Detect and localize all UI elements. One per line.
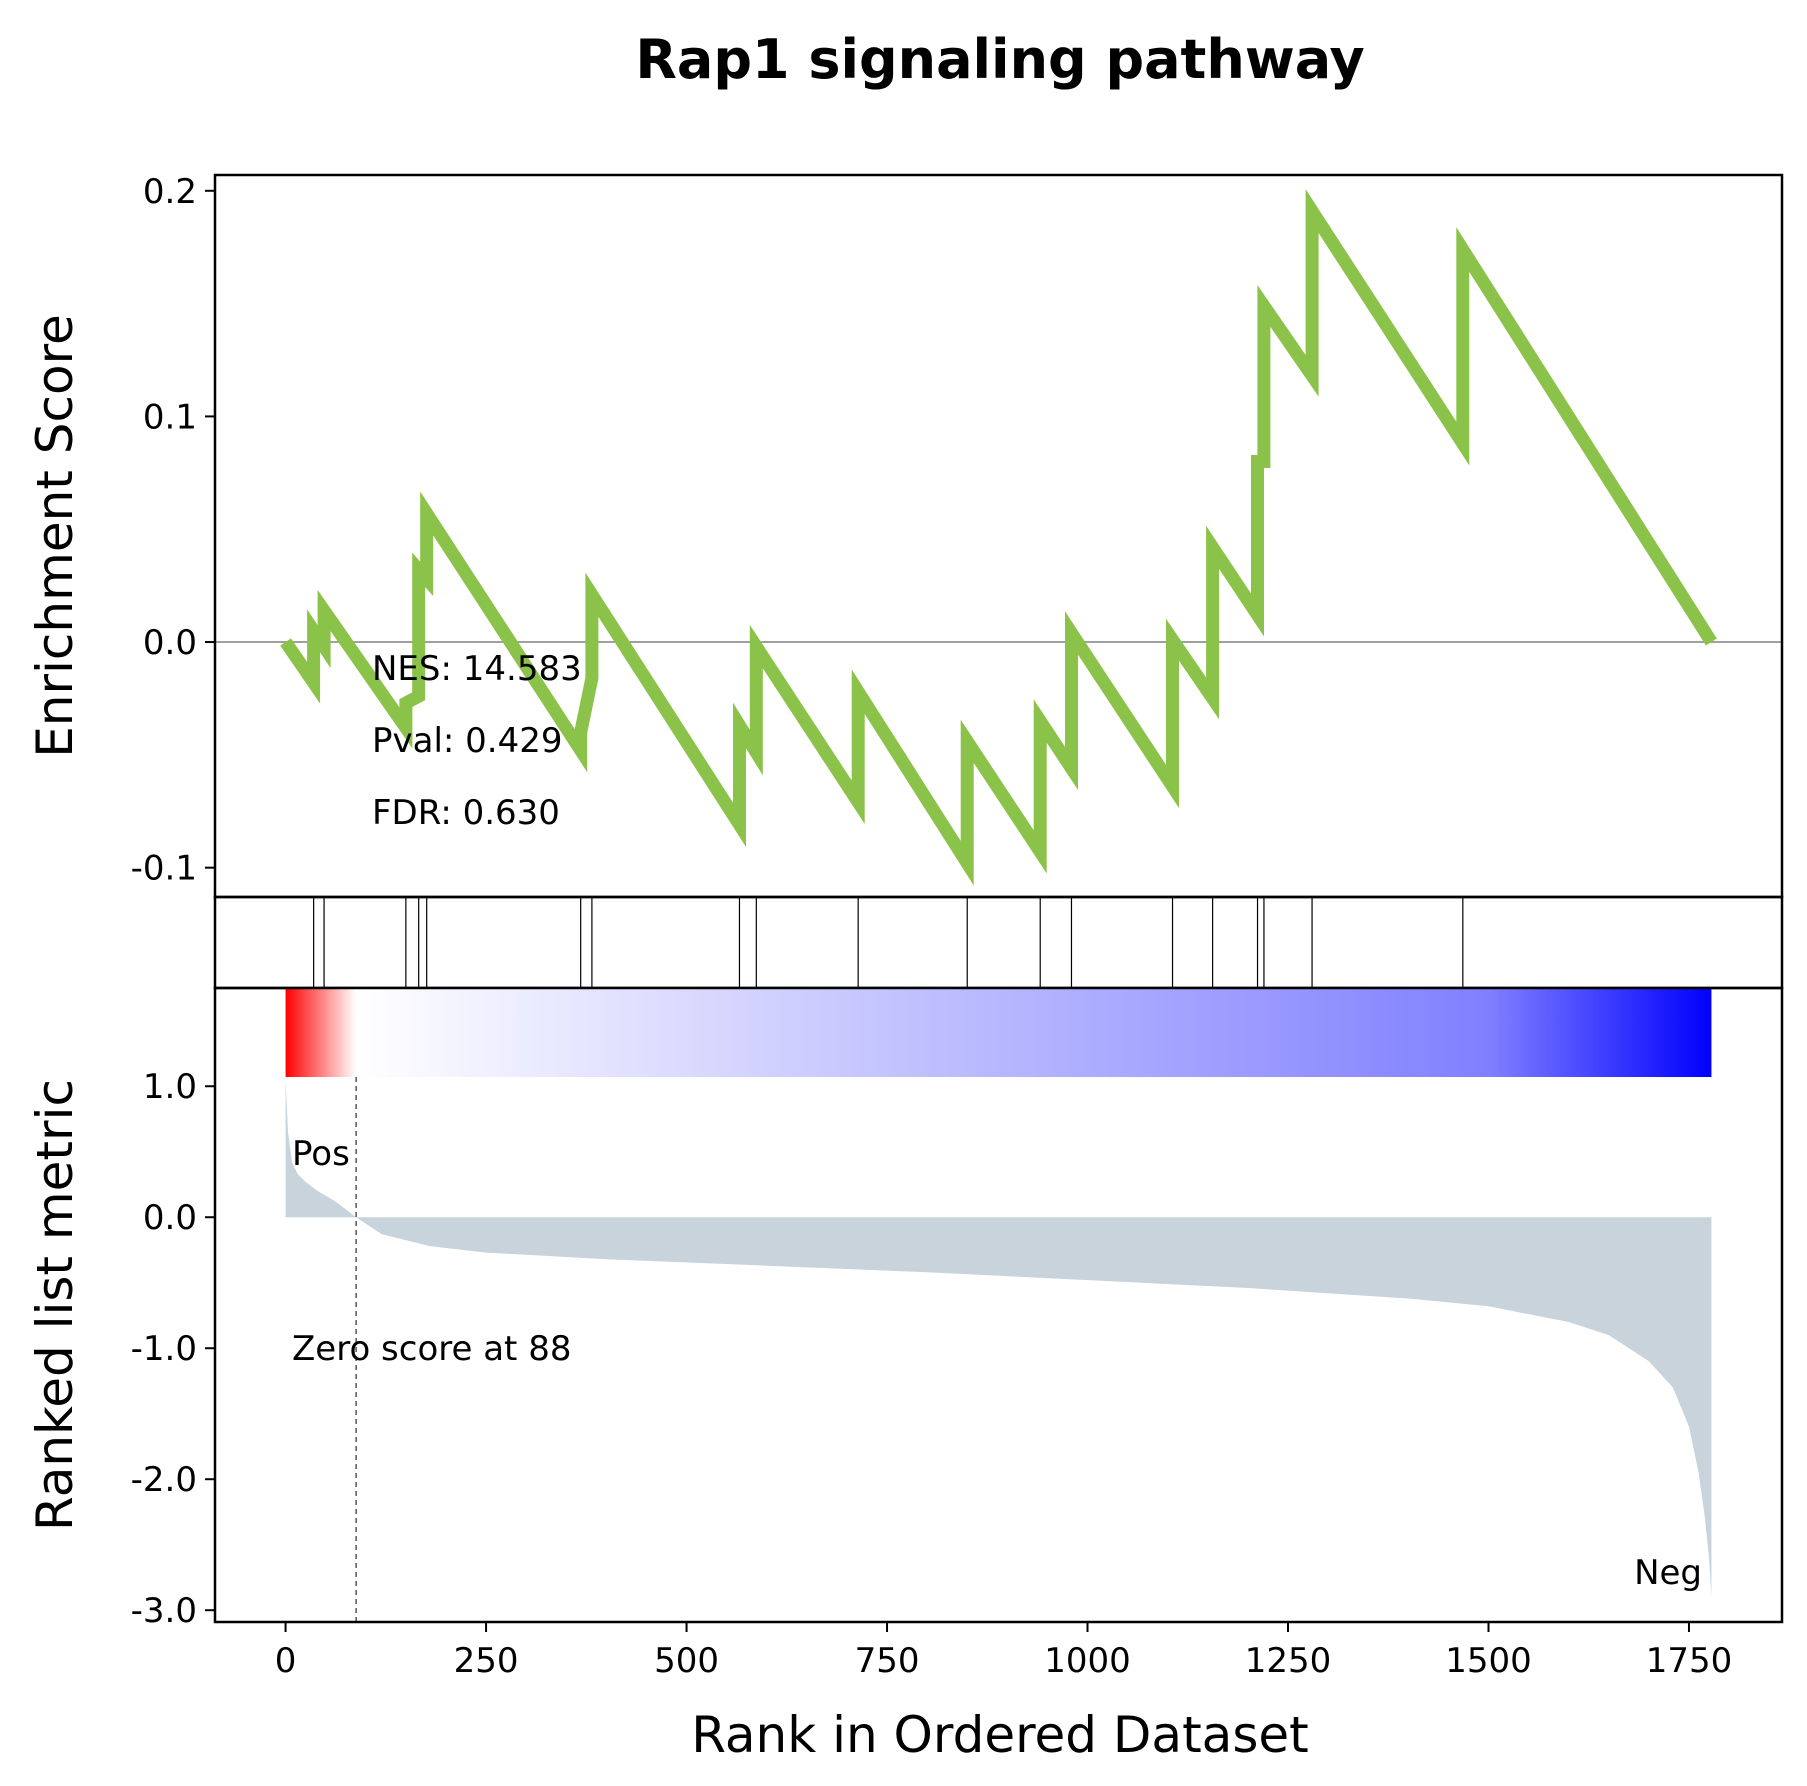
- x-axis-label: Rank in Ordered Dataset: [691, 1706, 1308, 1764]
- gene-hit-lines: [313, 897, 1464, 988]
- ranked-panel-frame: [213, 986, 1784, 1624]
- hits-panel-frame: [213, 895, 1784, 990]
- nes-stat: NES: 14.583: [372, 649, 582, 689]
- ranked-y-tick-label: -1.0: [131, 1329, 197, 1369]
- ranked-y-tick-label: -3.0: [131, 1591, 197, 1631]
- fdr-stat: FDR: 0.630: [372, 793, 560, 833]
- x-tick-label: 250: [454, 1641, 519, 1681]
- enrichment-y-tick-label: 0.0: [143, 623, 197, 663]
- enrichment-y-axis: 0.2 0.1 0.0 -0.1: [131, 172, 215, 889]
- enrichment-y-tick-label: 0.1: [143, 397, 197, 437]
- pos-label: Pos: [292, 1134, 350, 1174]
- enrichment-score-line: [280, 189, 1717, 886]
- rank-heatmap-bar: [285, 988, 1712, 1077]
- enrichment-panel: NES: 14.583 Pval: 0.429 FDR: 0.630 0.20.…: [26, 172, 1784, 899]
- x-tick-label: 1250: [1245, 1641, 1332, 1681]
- enrichment-y-tick-label: 0.2: [143, 172, 197, 212]
- pval-stat: Pval: 0.429: [372, 721, 563, 761]
- ranked-metric-y-label: Ranked list metric: [26, 1079, 84, 1531]
- x-tick-label: 1500: [1445, 1641, 1532, 1681]
- x-tick-label: 0: [275, 1641, 297, 1681]
- enrichment-y-tick-label: -0.1: [131, 849, 197, 889]
- x-tick-label: 1000: [1044, 1641, 1131, 1681]
- ranked-y-tick-label: 0.0: [143, 1198, 197, 1238]
- x-tick-label: 750: [855, 1641, 920, 1681]
- ranked-y-tick-label: -2.0: [131, 1460, 197, 1500]
- ranked-metric-panel: Pos Neg Zero score at 88 1.0 0.0 -1.0 -2.0 -…: [26, 986, 1784, 1631]
- x-axis: 0 250 500 750 1000 1250 1500 1750: [275, 1622, 1732, 1681]
- neg-label: Neg: [1634, 1553, 1702, 1593]
- x-tick-label: 1750: [1646, 1641, 1733, 1681]
- enrichment-y-label: Enrichment Score: [26, 314, 84, 758]
- zero-score-text: Zero score at 88: [292, 1329, 571, 1369]
- chart-title: Rap1 signaling pathway: [635, 28, 1364, 91]
- ranked-y-tick-label: 1.0: [143, 1067, 197, 1107]
- x-tick-label: 500: [654, 1641, 719, 1681]
- hits-panel: [213, 895, 1784, 990]
- ranked-metric-y-axis: 1.0 0.0 -1.0 -2.0 -3.0: [131, 1067, 215, 1631]
